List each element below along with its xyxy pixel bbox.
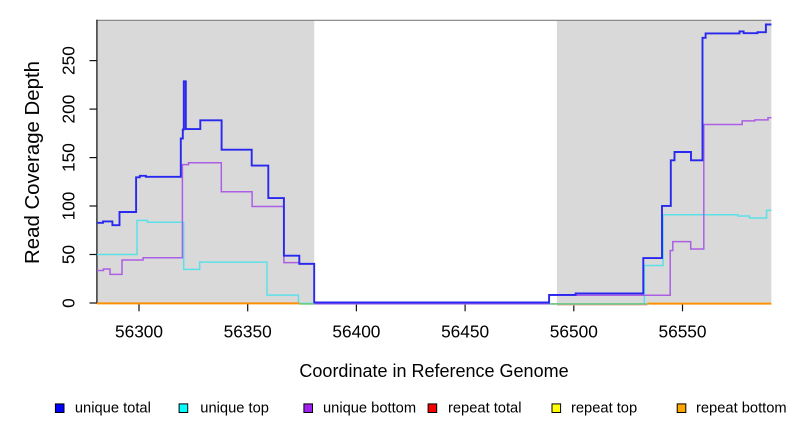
svg-text:unique total: unique total [75, 400, 151, 416]
svg-text:150: 150 [59, 143, 79, 172]
svg-text:56450: 56450 [441, 322, 489, 342]
svg-text:56550: 56550 [658, 322, 706, 342]
svg-text:Coordinate in Reference Genome: Coordinate in Reference Genome [299, 361, 568, 381]
svg-text:56350: 56350 [224, 322, 272, 342]
svg-text:unique top: unique top [200, 400, 269, 416]
svg-text:250: 250 [59, 46, 79, 75]
svg-text:50: 50 [59, 245, 79, 264]
svg-text:56500: 56500 [550, 322, 598, 342]
svg-text:repeat top: repeat top [571, 400, 637, 416]
svg-text:56300: 56300 [115, 322, 163, 342]
svg-text:100: 100 [59, 192, 79, 221]
svg-text:Read Coverage Depth: Read Coverage Depth [22, 61, 44, 264]
svg-text:0: 0 [59, 298, 79, 308]
svg-text:unique bottom: unique bottom [323, 400, 416, 416]
svg-text:repeat total: repeat total [448, 400, 522, 416]
svg-text:repeat bottom: repeat bottom [696, 400, 787, 416]
svg-text:200: 200 [59, 95, 79, 124]
svg-text:56400: 56400 [332, 322, 380, 342]
